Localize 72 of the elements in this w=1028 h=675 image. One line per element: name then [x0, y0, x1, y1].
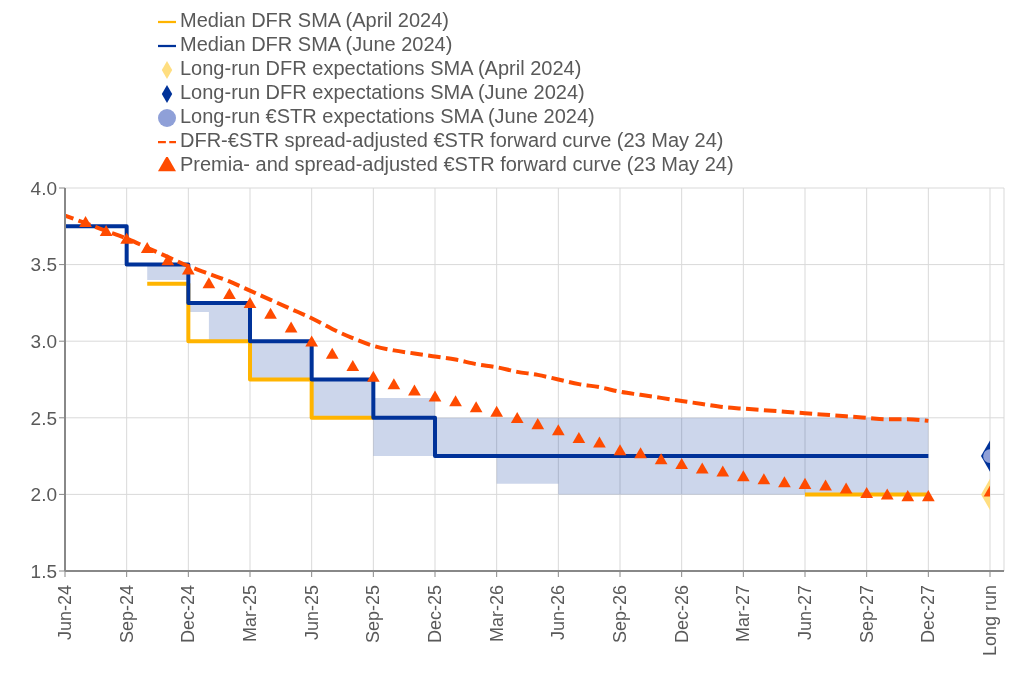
point [921, 490, 935, 502]
point [510, 411, 524, 423]
x-tick-label: Sep-27 [856, 585, 877, 644]
point [305, 335, 319, 347]
point [223, 287, 236, 299]
point [839, 482, 853, 494]
x-tick-label: Long run [980, 585, 1000, 657]
point [346, 359, 360, 371]
point [880, 488, 894, 500]
point [819, 479, 832, 491]
point [654, 453, 668, 465]
point [140, 241, 154, 253]
point [408, 384, 421, 396]
point [572, 431, 586, 443]
point [202, 277, 216, 289]
x-tick-label: Jun-25 [301, 585, 322, 641]
point [798, 477, 812, 489]
x-tick-label: Jun-24 [55, 585, 75, 641]
legend-label: Median DFR SMA (April 2024) [180, 9, 449, 31]
point [593, 436, 606, 448]
legend-label: Median DFR SMA (June 2024) [180, 33, 453, 55]
legend-label: Long-run DFR expectations SMA (June 2024) [180, 81, 585, 103]
point [243, 297, 257, 309]
x-tick-label: Mar-27 [733, 585, 754, 643]
point [675, 457, 689, 469]
point [490, 405, 504, 417]
y-tick-label: 3.5 [30, 254, 57, 276]
point [428, 390, 442, 402]
point [366, 370, 380, 382]
point [860, 487, 874, 499]
legend-label: Premia- and spread-adjusted €STR forward curve (23 May 24) [180, 153, 734, 175]
x-tick-label: Jun-26 [548, 585, 569, 641]
point [120, 232, 134, 244]
point [161, 254, 175, 266]
point [264, 307, 277, 319]
x-tick-label: Sep-24 [116, 585, 137, 644]
y-tick-label: 2.5 [30, 407, 57, 429]
point [325, 347, 339, 359]
legend-label: DFR-€STR spread-adjusted €STR forward curve (23 May 24) [180, 129, 724, 151]
x-tick-label: Mar-26 [486, 585, 507, 643]
x-tick-label: Dec-25 [425, 585, 445, 644]
point [634, 447, 647, 459]
point [79, 215, 92, 227]
y-tick-label: 4.0 [30, 177, 57, 199]
x-tick-label: Dec-27 [918, 585, 939, 644]
x-tick-label: Sep-25 [363, 585, 384, 644]
point [387, 378, 401, 390]
x-tick-label: Jun-27 [795, 585, 815, 641]
point [695, 462, 709, 474]
point [449, 395, 462, 407]
point [757, 473, 771, 485]
point [716, 465, 730, 477]
point [736, 470, 750, 482]
legend-label: Long-run DFR expectations SMA (April 2024) [180, 57, 582, 79]
point [613, 444, 627, 456]
point [901, 490, 915, 502]
y-tick-label: 2.0 [30, 484, 57, 506]
x-tick-label: Dec-24 [178, 585, 199, 644]
point [181, 263, 195, 275]
x-tick-label: Mar-25 [240, 585, 260, 643]
point [778, 476, 791, 488]
x-tick-label: Dec-26 [671, 585, 692, 644]
y-tick-label: 1.5 [30, 560, 57, 582]
point [469, 401, 483, 413]
point [99, 225, 113, 237]
legend-label: Long-run €STR expectations SMA (June 2024) [180, 105, 595, 127]
point [284, 321, 298, 333]
y-tick-label: 3.0 [30, 330, 57, 352]
point [531, 418, 545, 430]
x-tick-label: Sep-26 [610, 585, 630, 644]
line-series [65, 213, 931, 423]
point [551, 424, 565, 436]
